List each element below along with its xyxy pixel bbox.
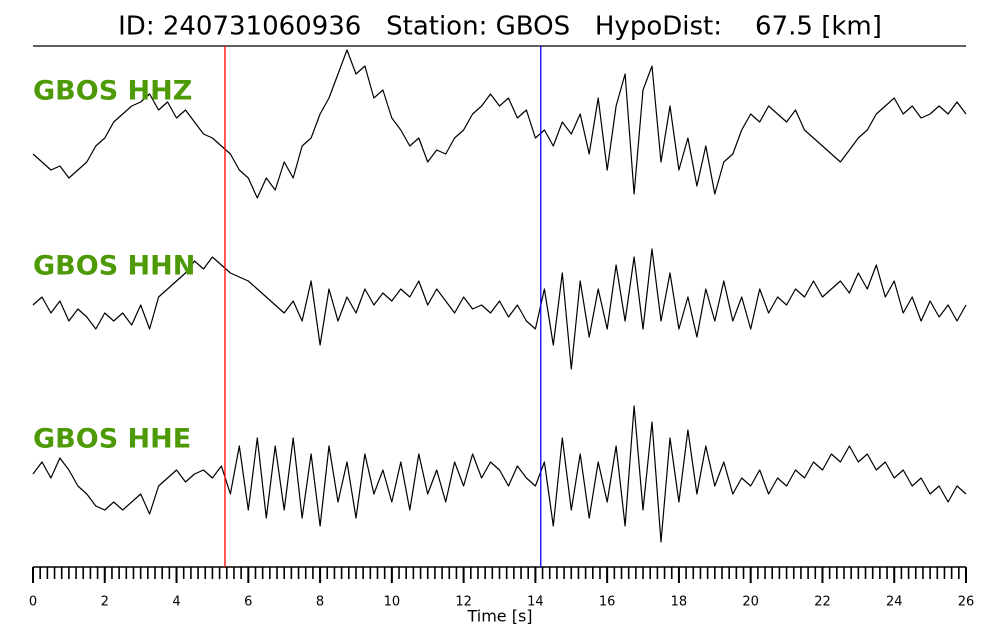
x-tick-label: 6 [244,595,252,610]
x-tick-label: 26 [958,595,975,610]
x-tick-label: 22 [814,595,831,610]
trace-label: GBOS HHN [33,251,195,282]
x-axis-title: Time [s] [466,607,532,626]
x-tick-label: 4 [172,595,180,610]
trace-label: GBOS HHZ [33,76,192,107]
waveform [32,248,967,370]
waveform [32,405,967,543]
x-tick-label: 20 [742,595,759,610]
waveform [32,49,967,199]
x-tick-label: 10 [384,595,401,610]
chart-title: ID: 240731060936 Station: GBOS HypoDist:… [118,12,882,42]
x-tick-label: 24 [886,595,903,610]
x-tick-label: 2 [101,595,109,610]
x-tick-label: 8 [316,595,324,610]
trace-label: GBOS HHE [33,424,191,455]
x-tick-label: 0 [29,595,37,610]
x-tick-label: 18 [671,595,688,610]
x-tick-label: 14 [527,595,544,610]
x-tick-label: 16 [599,595,616,610]
x-tick-label: 12 [455,595,472,610]
